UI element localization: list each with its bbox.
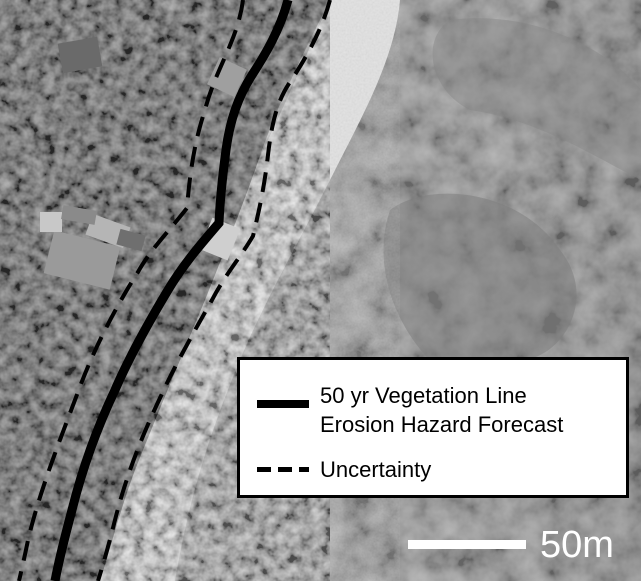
- scale-bar-label: 50m: [540, 524, 614, 566]
- legend: 50 yr Vegetation Line Erosion Hazard For…: [237, 357, 629, 498]
- uncertainty-line-inland: [17, 0, 245, 581]
- legend-label-uncertainty: Uncertainty: [320, 457, 432, 482]
- solid-line-swatch-icon: [257, 400, 309, 408]
- scale-bar: 50m: [408, 524, 628, 569]
- forecast-vegetation-line: [50, 0, 293, 581]
- legend-label-forecast-line-2: Erosion Hazard Forecast: [320, 412, 564, 437]
- sand-texture: [85, 0, 400, 581]
- reef-patch: [383, 193, 577, 360]
- reef-patch: [432, 18, 641, 180]
- scale-bar-line: [408, 540, 526, 549]
- legend-label-forecast-line-1: 50 yr Vegetation Line: [320, 383, 527, 408]
- dashed-line-swatch-icon: [257, 467, 309, 472]
- uncertainty-line-seaward: [96, 0, 332, 581]
